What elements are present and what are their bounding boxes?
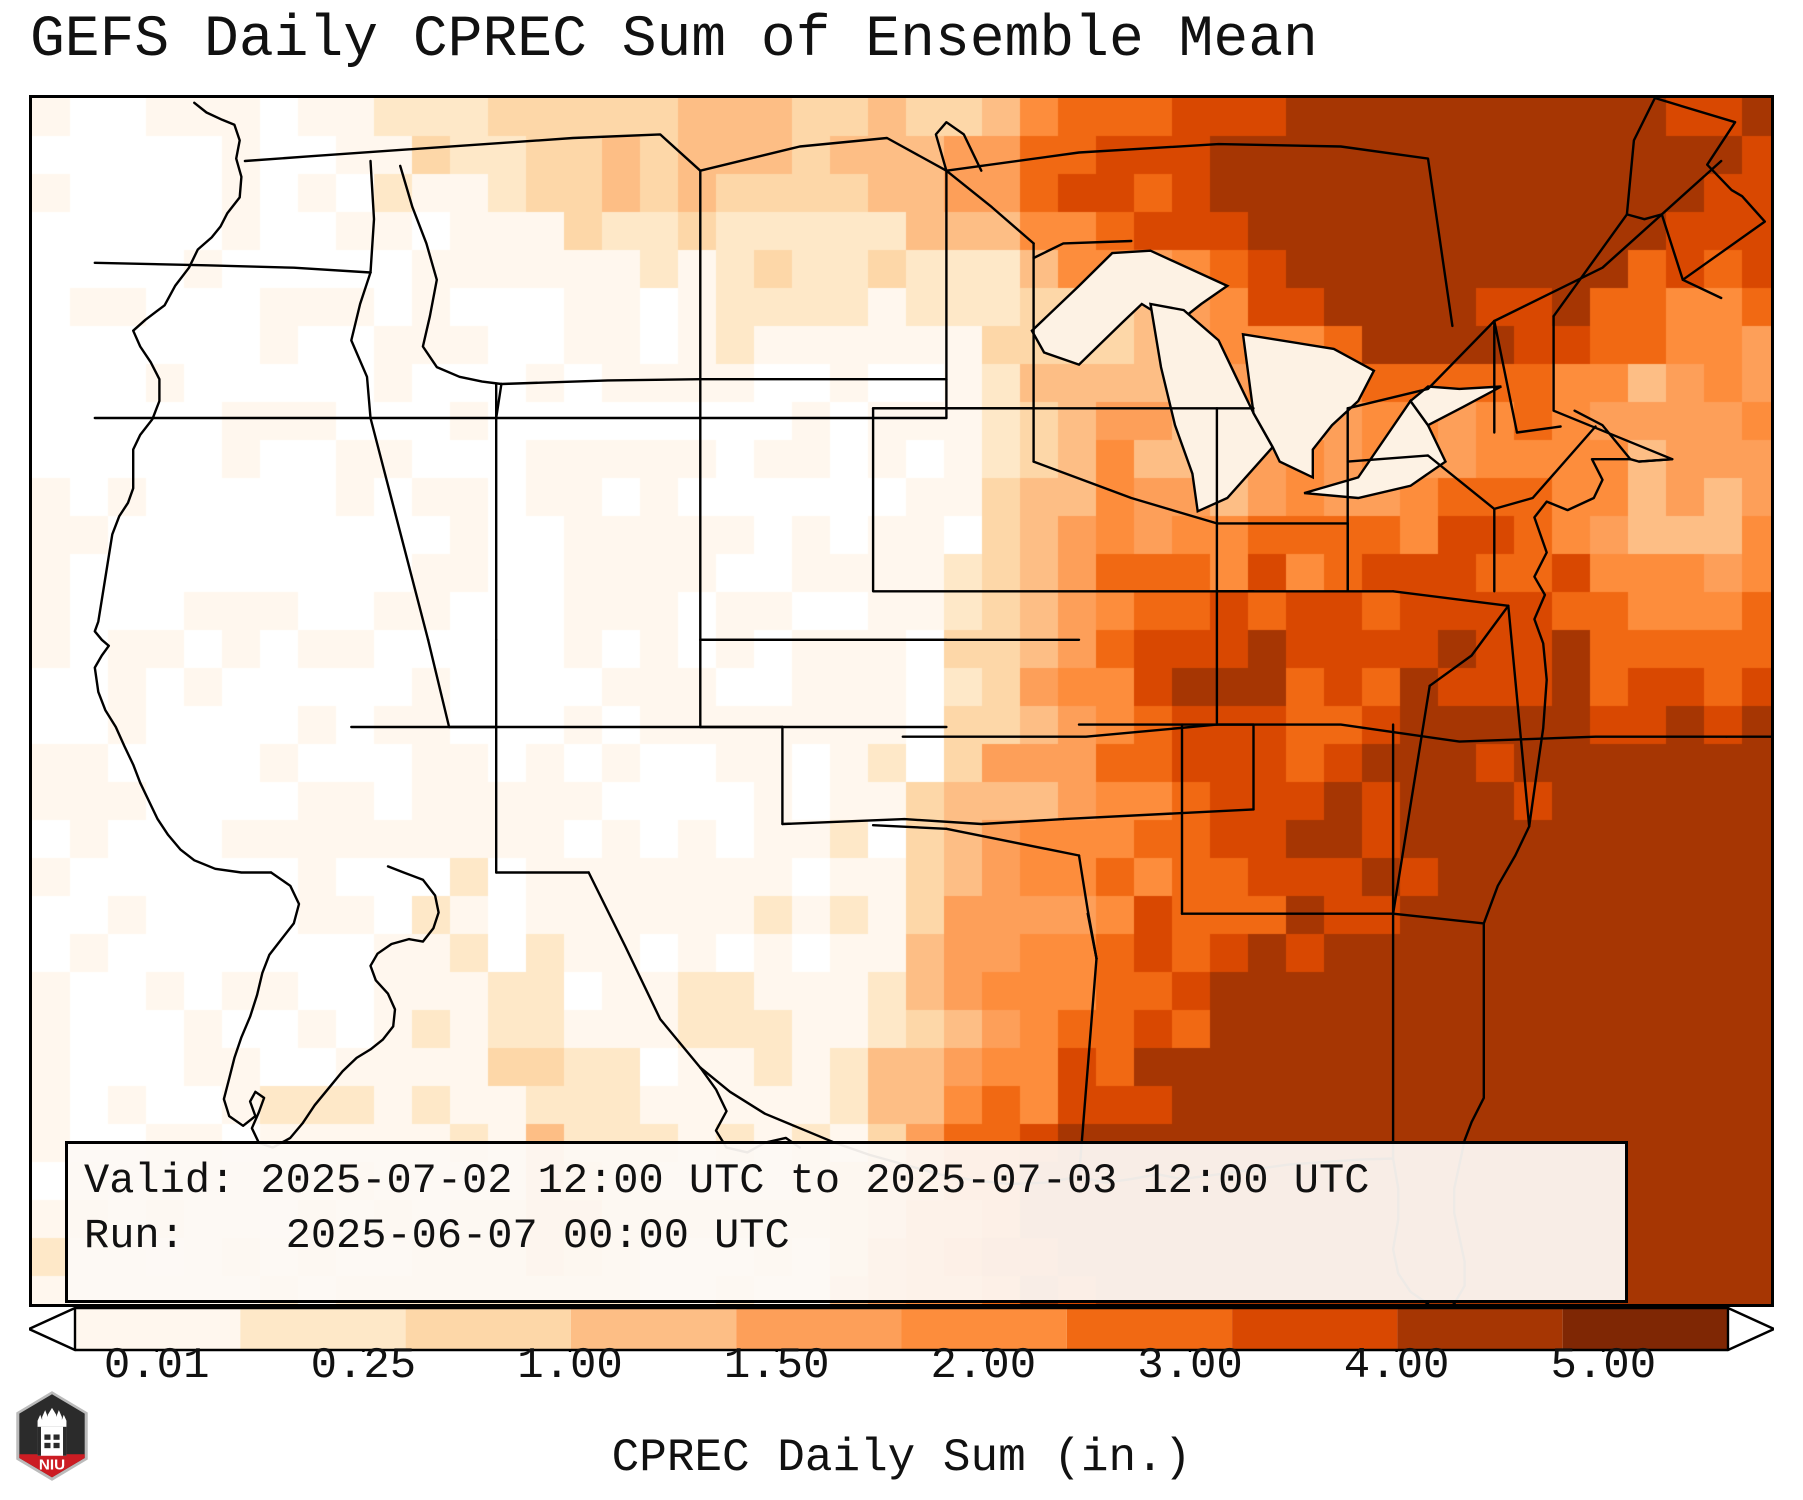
svg-text:NIU: NIU	[39, 1456, 65, 1473]
